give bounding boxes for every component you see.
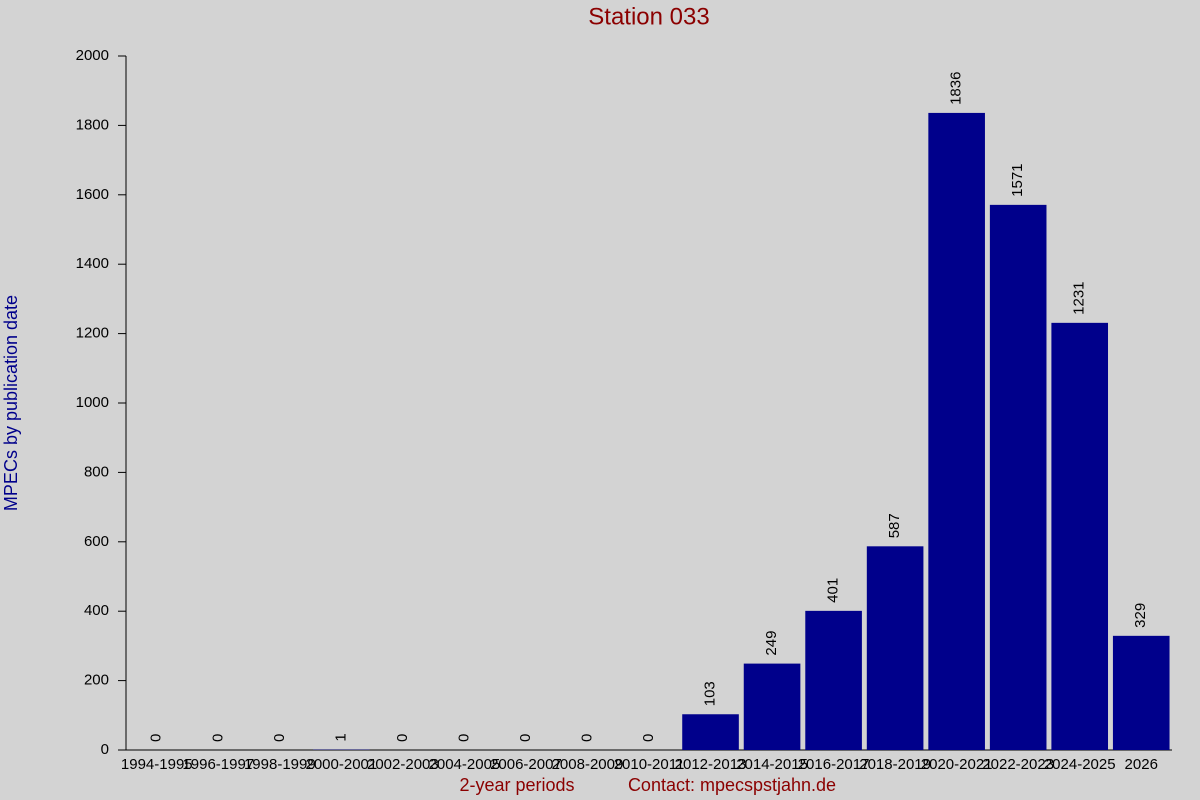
y-tick-label: 1200 [76,325,109,342]
y-tick-label: 2000 [76,47,109,64]
y-tick-label: 800 [84,463,109,480]
value-label: 0 [640,734,657,742]
value-label: 1 [332,733,349,741]
x-axis-label: 2-year periods [459,775,574,795]
value-label: 329 [1132,603,1149,628]
x-tick-label: 1996-1997 [182,756,254,773]
x-tick-label: 1998-1999 [244,756,316,773]
x-tick-label: 2010-2011 [614,756,685,773]
bar [1051,322,1109,750]
value-label: 0 [271,734,288,742]
bar [928,112,985,750]
x-tick-label: 2002-2003 [367,756,439,773]
value-label: 0 [209,734,226,742]
value-label: 1836 [948,72,965,105]
y-tick-label: 400 [84,602,109,619]
x-tick-label: 2026 [1125,756,1158,773]
y-tick-label: 1000 [76,394,109,411]
y-tick-label: 1400 [76,255,109,272]
value-label: 0 [455,734,472,742]
x-tick-label: 1994-1995 [121,756,193,773]
y-tick-label: 600 [84,533,109,550]
contact: Contact: mpecspstjahn.de [628,775,836,795]
x-tick-label: 2000-2001 [305,756,377,773]
y-tick-label: 1800 [76,116,109,133]
bar [805,610,862,750]
x-tick-label: 2004-2005 [429,756,501,773]
value-label: 0 [394,734,411,742]
x-tick-label: 2014-2015 [736,756,808,773]
y-axis-label: MPECs by publication date [1,295,21,511]
value-label: 1571 [1009,163,1026,196]
bar [989,204,1047,750]
value-label: 1231 [1071,281,1088,314]
x-tick-label: 2022-2023 [982,756,1054,773]
x-tick-label: 2018-2019 [859,756,931,773]
value-label: 0 [517,734,534,742]
bar [866,546,924,750]
value-label: 401 [825,578,842,603]
bar [1112,635,1170,750]
x-tick-label: 2008-2009 [552,756,624,773]
value-label: 103 [701,681,718,706]
bar [682,714,739,750]
x-tick-label: 2016-2017 [798,756,870,773]
x-tick-label: 2012-2013 [675,756,747,773]
value-label: 0 [578,734,595,742]
bar [743,663,801,750]
x-tick-label: 2024-2025 [1044,756,1116,773]
value-label: 587 [886,513,903,538]
x-tick-label: 2020-2021 [921,756,993,773]
x-tick-label: 2006-2007 [490,756,562,773]
chart-title: Station 033 [588,3,709,30]
y-tick-label: 0 [101,741,109,758]
y-tick-label: 200 [84,672,109,689]
y-tick-label: 1600 [76,186,109,203]
value-label: 0 [148,734,165,742]
value-label: 249 [763,631,780,656]
